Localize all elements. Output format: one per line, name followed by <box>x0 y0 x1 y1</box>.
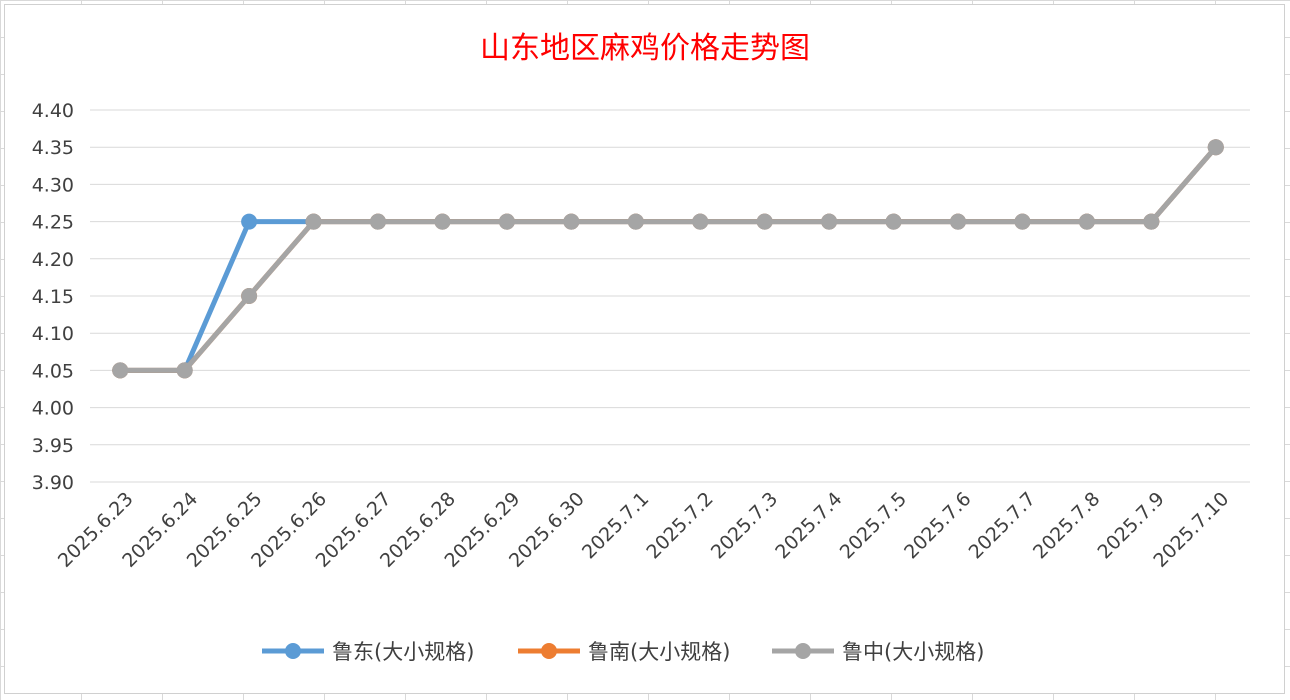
legend: 鲁东(大小规格) 鲁南(大小规格) 鲁中(大小规格) <box>262 640 984 664</box>
data-point <box>498 213 515 230</box>
data-point <box>1143 213 1160 230</box>
data-point <box>1207 139 1224 156</box>
x-tick-label: 2025.7.5 <box>836 488 911 563</box>
y-tick-label: 4.05 <box>32 360 74 382</box>
data-point <box>241 288 258 304</box>
gridlines <box>90 109 1250 483</box>
y-tick-label: 4.25 <box>32 212 74 234</box>
x-axis: 2025.6.232025.6.242025.6.252025.6.262025… <box>54 488 1233 572</box>
data-point <box>885 213 902 230</box>
series-line <box>120 145 1218 373</box>
y-tick-label: 3.90 <box>32 472 74 494</box>
x-tick-label: 2025.7.2 <box>642 488 717 563</box>
legend-item: 鲁中(大小规格) <box>772 640 984 664</box>
data-point <box>370 213 386 230</box>
y-tick-label: 4.35 <box>32 137 74 159</box>
data-point <box>950 213 966 230</box>
legend-label: 鲁南(大小规格) <box>588 640 730 664</box>
y-tick-label: 4.10 <box>32 323 74 345</box>
series-2 <box>112 139 1224 379</box>
data-point <box>756 213 773 230</box>
legend-item: 鲁南(大小规格) <box>518 640 730 664</box>
chart-area[interactable] <box>4 4 1285 694</box>
data-point <box>241 213 258 230</box>
x-tick-label: 2025.7.6 <box>900 488 975 563</box>
legend-marker <box>541 643 557 659</box>
y-axis: 4.40 4.35 4.30 4.25 4.20 4.15 4.10 4.05 4.00 3.95… <box>32 100 74 494</box>
legend-marker <box>285 643 301 659</box>
legend-label: 鲁中(大小规格) <box>842 640 984 664</box>
data-point <box>434 213 451 230</box>
data-point <box>627 213 644 230</box>
data-point <box>563 213 580 230</box>
legend-label: 鲁东(大小规格) <box>332 640 474 664</box>
y-tick-label: 4.00 <box>32 398 74 420</box>
x-tick-label: 2025.7.3 <box>707 488 782 563</box>
data-point <box>821 213 838 230</box>
series-layer <box>112 139 1224 379</box>
legend-item: 鲁东(大小规格) <box>262 640 474 664</box>
data-point <box>692 213 709 230</box>
x-tick-label: 2025.7.8 <box>1029 488 1104 563</box>
y-tick-label: 4.20 <box>32 249 74 271</box>
x-tick-label: 2025.7.4 <box>771 488 846 563</box>
data-point <box>176 362 193 379</box>
legend-marker <box>795 643 811 659</box>
data-point <box>112 362 129 379</box>
y-tick-label: 4.15 <box>32 286 74 308</box>
chart-title: 山东地区麻鸡价格走势图 <box>480 31 810 66</box>
y-tick-label: 4.40 <box>32 100 74 122</box>
data-point <box>1078 213 1095 230</box>
y-tick-label: 3.95 <box>32 435 74 457</box>
x-tick-label: 2025.7.1 <box>578 488 653 563</box>
y-tick-label: 4.30 <box>32 174 74 196</box>
data-point <box>305 213 322 230</box>
x-tick-label: 2025.7.7 <box>965 488 1040 563</box>
data-point <box>1014 213 1031 230</box>
